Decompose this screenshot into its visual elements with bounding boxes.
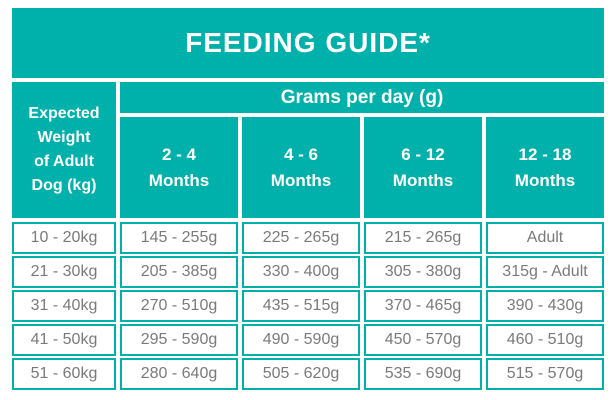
weight-cell: 21 - 30kg	[12, 256, 116, 288]
value-cell: 315g - Adult	[486, 256, 604, 288]
table-body: 10 - 20kg 145 - 255g 225 - 265g 215 - 26…	[12, 222, 604, 390]
group-header-grams-per-day: Grams per day (g)	[120, 82, 604, 113]
value-cell: 205 - 385g	[120, 256, 238, 288]
value-cell: 435 - 515g	[242, 290, 360, 322]
title-banner: FEEDING GUIDE*	[12, 8, 604, 78]
value-cell: 490 - 590g	[242, 324, 360, 356]
value-cell: 515 - 570g	[486, 358, 604, 390]
page-title: FEEDING GUIDE*	[185, 27, 431, 58]
value-cell: 145 - 255g	[120, 222, 238, 254]
column-header-4-6-months: 4 - 6 Months	[242, 117, 360, 218]
weight-cell: 10 - 20kg	[12, 222, 116, 254]
value-cell: 295 - 590g	[120, 324, 238, 356]
value-cell: 535 - 690g	[364, 358, 482, 390]
column-header-6-12-months: 6 - 12 Months	[364, 117, 482, 218]
corner-header-expected-weight: Expected Weight of Adult Dog (kg)	[12, 82, 116, 218]
weight-cell: 51 - 60kg	[12, 358, 116, 390]
column-header-2-4-months: 2 - 4 Months	[120, 117, 238, 218]
value-cell: 370 - 465g	[364, 290, 482, 322]
feeding-guide-page: FEEDING GUIDE* Expected Weight of Adult …	[12, 8, 604, 390]
value-cell: 215 - 265g	[364, 222, 482, 254]
column-header-12-18-months: 12 - 18 Months	[486, 117, 604, 218]
value-cell: 305 - 380g	[364, 256, 482, 288]
value-cell: 280 - 640g	[120, 358, 238, 390]
weight-cell: 41 - 50kg	[12, 324, 116, 356]
value-cell: 390 - 430g	[486, 290, 604, 322]
value-cell: 460 - 510g	[486, 324, 604, 356]
value-cell: Adult	[486, 222, 604, 254]
value-cell: 225 - 265g	[242, 222, 360, 254]
table-header: Expected Weight of Adult Dog (kg) Grams …	[12, 82, 604, 218]
value-cell: 330 - 400g	[242, 256, 360, 288]
value-cell: 270 - 510g	[120, 290, 238, 322]
value-cell: 505 - 620g	[242, 358, 360, 390]
weight-cell: 31 - 40kg	[12, 290, 116, 322]
value-cell: 450 - 570g	[364, 324, 482, 356]
